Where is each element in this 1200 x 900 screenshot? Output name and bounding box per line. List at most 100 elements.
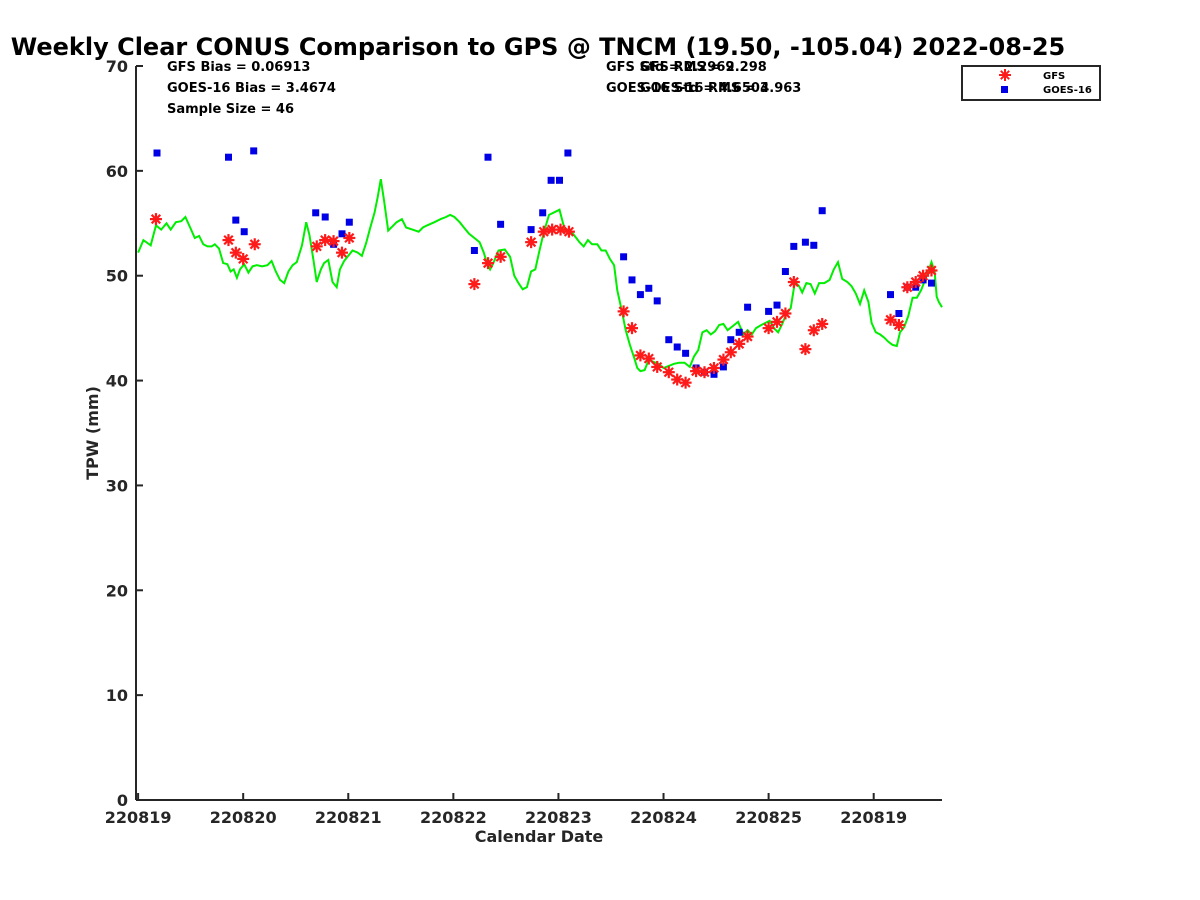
goes-point [556,176,563,184]
goes-bias-text: GOES-16 Bias = 3.4674 [167,81,336,96]
legend-gfs-label: GFS [1043,71,1065,82]
goes-point [765,307,773,315]
gfs-point [662,366,675,379]
gfs-point [626,322,638,335]
gfs-point [884,313,897,326]
stats-annotations: GFS Bias = 0.06913 GOES-16 Bias = 3.4674… [167,60,801,117]
gfs-point [807,324,820,337]
x-tick-label: 220822 [420,808,487,827]
gfs-point [651,360,664,373]
x-tick-label: 220821 [315,808,382,827]
goes-point [345,218,353,226]
plot-area [137,147,943,389]
goes-point [645,284,653,292]
goes-point [497,220,505,228]
axes: 0 10 20 30 40 50 60 70 220819 220820 220821 220822… [105,57,942,827]
gfs-point [149,213,162,226]
sample-size-text: Sample Size = 46 [167,102,294,117]
gfs-point [642,352,655,365]
y-tick-label: 50 [106,267,128,286]
gfs-point [925,264,938,277]
gfs-point [537,225,550,238]
goes-point [620,253,628,261]
x-ticks: 220819 220820 220821 220822 220823 220824 2208… [105,793,907,827]
goes-point [312,209,320,217]
legend-goes-label: GOES-16 [1043,85,1092,96]
gfs-point [779,307,792,320]
goes-point [240,228,248,236]
goes-point [810,241,818,249]
gfs-point [310,240,323,253]
gfs-point [525,236,538,249]
x-tick-label: 220819 [840,808,907,827]
x-tick-label: 220819 [105,808,172,827]
chart-title: Weekly Clear CONUS Comparison to GPS @ T… [11,33,1066,61]
gfs-point [724,346,737,359]
goes-point [735,328,743,336]
goes-point [225,153,232,161]
marker-layer [149,147,938,389]
gfs-point [327,235,340,248]
legend-box [961,65,1101,101]
gfs-point [554,223,567,236]
goes-point [153,149,161,157]
x-tick-label: 220824 [630,808,697,827]
gfs-point [679,376,692,389]
goes-point [653,297,661,305]
goes-point [527,226,535,234]
gfs-point [494,250,507,263]
goes-std-text-b: GOES-16 RMS = 4.963 [640,81,801,96]
goes-point [710,370,718,378]
goes-point [773,301,781,309]
gfs-point [482,257,495,270]
goes-point [484,153,492,161]
y-tick-label: 0 [117,791,128,810]
goes-point [719,363,727,371]
goes-point [801,238,809,246]
goes-point [636,291,644,299]
goes-point [682,349,690,357]
gfs-point [917,269,930,282]
goes-point [232,216,240,224]
gps-line [137,179,943,373]
legend-gfs-marker [999,69,1011,81]
y-tick-label: 20 [106,581,128,600]
y-axis-label: TPW (mm) [83,386,102,480]
gfs-point [717,353,730,366]
goes-point [564,149,572,157]
goes-point [250,147,258,155]
goes-point [338,230,346,238]
goes-point [628,276,636,284]
gfs-point [892,318,905,331]
goes-point [895,310,903,317]
gfs-point [343,231,356,244]
gfs-point [562,225,575,238]
goes-point [818,207,826,215]
gfs-point [248,238,261,251]
x-tick-label: 220820 [210,808,277,827]
y-tick-label: 30 [106,476,128,495]
goes-point [321,213,329,221]
y-tick-label: 70 [106,57,128,76]
gfs-point [617,305,630,318]
goes-point [727,336,735,344]
goes-point [665,336,673,344]
gfs-point [901,281,914,294]
y-tick-label: 40 [106,372,128,391]
y-tick-label: 60 [106,162,128,181]
x-tick-label: 220825 [735,808,802,827]
goes-point [744,303,752,311]
gfs-point [222,234,235,247]
gfs-point [816,317,829,330]
gfs-point [762,322,775,335]
gfs-point [335,246,348,259]
goes-point [547,176,555,184]
y-tick-label: 10 [106,686,128,705]
goes-point [790,242,798,250]
goes-point [673,343,681,351]
legend-goes-marker [1001,86,1008,93]
gfs-point [741,330,754,343]
gfs-point [468,278,481,291]
gfs-bias-text: GFS Bias = 0.06913 [167,60,310,75]
